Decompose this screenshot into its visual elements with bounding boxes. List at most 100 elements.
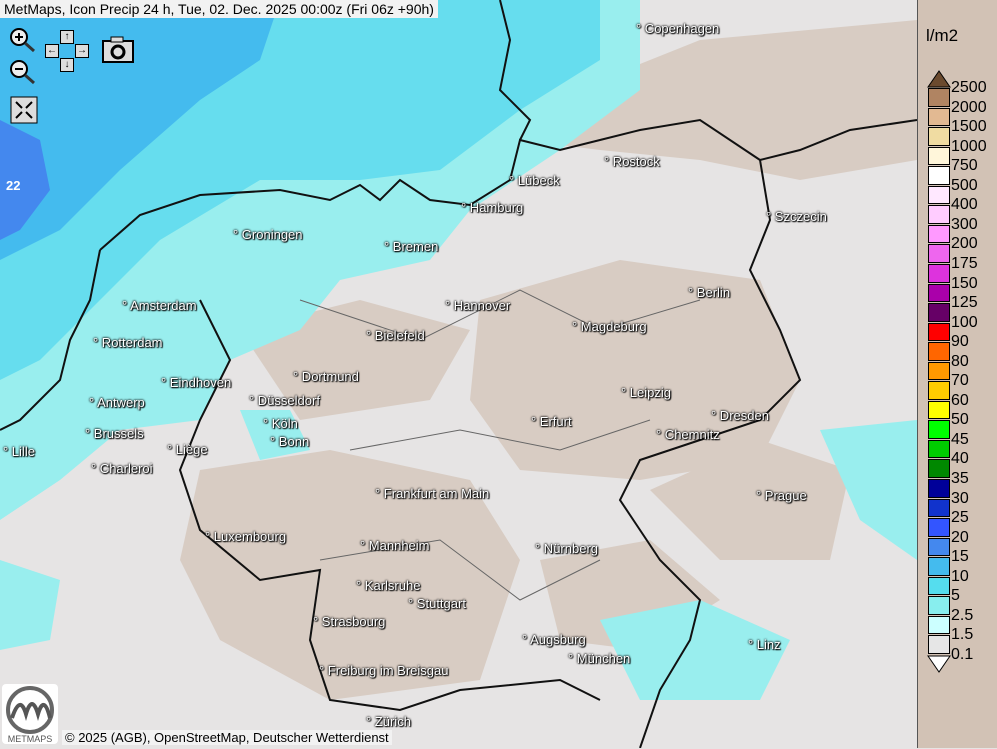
- zoom-in-button[interactable]: [8, 26, 38, 59]
- legend-label: 125: [951, 294, 978, 312]
- legend-label: 45: [951, 430, 969, 448]
- city-label: ° Karlsruhe: [356, 578, 421, 593]
- legend-label: 40: [951, 450, 969, 468]
- legend-label: 0.1: [951, 645, 974, 663]
- city-label: ° Köln: [263, 416, 298, 431]
- map-title: MetMaps, Icon Precip 24 h, Tue, 02. Dec.…: [0, 0, 438, 18]
- legend-swatch: [928, 420, 950, 439]
- legend-swatch: [928, 596, 950, 615]
- zoom-out-button[interactable]: [8, 58, 38, 91]
- pan-right-button[interactable]: →: [75, 44, 89, 58]
- snapshot-button[interactable]: [102, 36, 134, 69]
- legend-swatch: [928, 479, 950, 498]
- city-label: ° Stuttgart: [408, 596, 466, 611]
- legend-unit: l/m2: [926, 26, 959, 45]
- city-label: ° Freiburg im Breisgau: [319, 663, 449, 678]
- city-label: ° Bielefeld: [366, 328, 425, 343]
- legend-label: 5: [951, 587, 960, 605]
- copyright: © 2025 (AGB), OpenStreetMap, Deutscher W…: [62, 730, 392, 745]
- legend-label: 150: [951, 274, 978, 292]
- city-label: ° Rostock: [604, 154, 660, 169]
- city-label: ° Hamburg: [461, 200, 524, 215]
- pan-left-button[interactable]: ←: [45, 44, 59, 58]
- legend-swatch: [928, 322, 950, 342]
- fullscreen-icon: [10, 96, 38, 124]
- legend-label: 80: [951, 352, 969, 370]
- city-label: ° Chemnitz: [656, 427, 720, 442]
- legend-swatch: [928, 439, 950, 459]
- legend-label: 30: [951, 489, 969, 507]
- legend-bottom-arrow: [927, 655, 951, 673]
- legend-swatch: [928, 615, 950, 635]
- city-label: ° Düsseldorf: [249, 393, 320, 408]
- city-label: ° Amsterdam: [122, 298, 197, 313]
- legend-swatch: [928, 400, 950, 420]
- legend-label: 100: [951, 313, 978, 331]
- pan-down-button[interactable]: ↓: [60, 58, 74, 72]
- city-label: ° Antwerp: [89, 395, 145, 410]
- city-label: ° Bonn: [270, 434, 310, 449]
- city-label: ° Prague: [756, 488, 807, 503]
- legend-swatch: [928, 205, 950, 224]
- legend-swatch: [928, 263, 950, 283]
- legend-swatch: [928, 166, 950, 185]
- legend-swatch: [928, 303, 950, 322]
- legend-label: 750: [951, 157, 978, 175]
- legend-label: 25: [951, 509, 969, 527]
- city-label: ° Nürnberg: [535, 541, 599, 556]
- legend-swatch: [928, 459, 950, 479]
- precipitation-legend: l/m2 2500 2000 1500 1000 750 500 400 300 200 175 1…: [917, 0, 997, 748]
- legend-label: 200: [951, 235, 978, 253]
- precipitation-map[interactable]: [0, 0, 917, 748]
- legend-label: 1000: [951, 137, 987, 155]
- camera-icon: [102, 36, 134, 63]
- legend-swatch: [928, 576, 950, 596]
- fullscreen-button[interactable]: [10, 96, 38, 129]
- city-label: ° Lübeck: [509, 173, 560, 188]
- zoom-out-icon: [10, 60, 35, 85]
- legend-label: 300: [951, 215, 978, 233]
- legend-label: 50: [951, 411, 969, 429]
- legend-label: 70: [951, 372, 969, 390]
- city-label: ° Groningen: [233, 227, 303, 242]
- legend-label: 60: [951, 391, 969, 409]
- pan-up-button[interactable]: ↑: [60, 30, 74, 44]
- legend-swatch: [928, 244, 950, 263]
- city-label: ° Leipzig: [621, 385, 672, 400]
- legend-label: 1.5: [951, 626, 974, 644]
- city-label: ° Lille: [3, 444, 35, 459]
- city-label: ° Charleroi: [91, 461, 153, 476]
- city-label: ° Zürich: [366, 714, 411, 729]
- city-label: ° Brussels: [85, 426, 144, 441]
- city-label: ° Strasbourg: [313, 614, 386, 629]
- city-label: ° Rotterdam: [93, 335, 163, 350]
- legend-swatch: [928, 224, 950, 244]
- legend-label: 1500: [951, 118, 987, 136]
- city-label: ° München: [568, 651, 631, 666]
- legend-swatch: [928, 381, 950, 400]
- legend-swatch: [928, 635, 950, 654]
- legend-swatch: [928, 127, 950, 146]
- city-label: ° Augsburg: [522, 632, 586, 647]
- legend-label: 175: [951, 254, 978, 272]
- legend-label: 2500: [951, 79, 987, 96]
- legend-label: 35: [951, 470, 969, 487]
- map-value-label: 22: [6, 178, 21, 193]
- city-label: ° Eindhoven: [161, 375, 232, 390]
- legend-label: 2000: [951, 98, 987, 116]
- svg-text:METMAPS: METMAPS: [8, 734, 53, 744]
- legend-swatch: [928, 185, 950, 205]
- legend-label: 90: [951, 333, 969, 351]
- legend-label: 20: [951, 528, 969, 546]
- legend-label: 2.5: [951, 606, 974, 624]
- legend-label: 400: [951, 196, 978, 214]
- legend-swatch: [928, 107, 950, 127]
- legend-top-arrow: [927, 70, 951, 88]
- legend-swatch: [928, 557, 950, 576]
- city-label: ° Erfurt: [531, 414, 572, 429]
- legend-swatch: [928, 361, 950, 381]
- legend-swatch: [928, 342, 950, 361]
- city-label: ° Frankfurt am Main: [375, 486, 490, 501]
- city-label: ° Hannover: [445, 298, 511, 313]
- city-label: ° Szczecin: [766, 209, 827, 224]
